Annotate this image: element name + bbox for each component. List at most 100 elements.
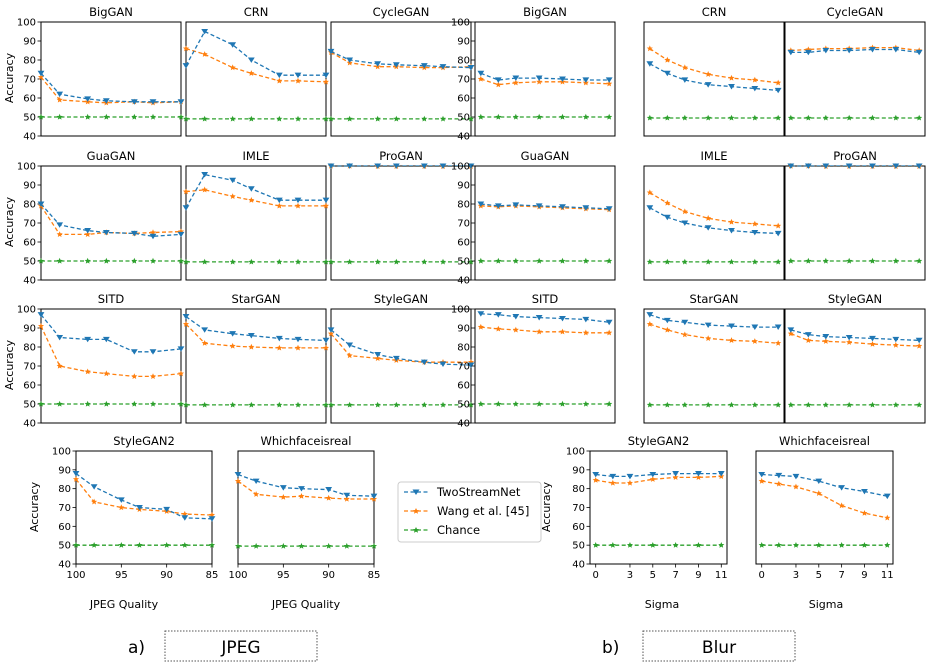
data-point-wang <box>91 498 98 505</box>
xtick-label: 7 <box>672 570 678 581</box>
data-point-chance <box>294 401 302 408</box>
data-point-chance <box>775 401 782 408</box>
data-point-chance <box>276 258 283 265</box>
data-point-chance <box>805 114 812 121</box>
legend-entry-wang: Wang et al. [45] <box>404 504 529 518</box>
subplot-title: CRN <box>244 5 269 19</box>
xtick-label: 100 <box>66 570 85 581</box>
subplot-blur-progan: ProGAN <box>784 149 926 281</box>
data-point-twostreamnet <box>294 72 302 79</box>
data-point-wang <box>869 340 876 347</box>
axes-frame <box>643 21 785 137</box>
data-point-chance <box>681 114 688 121</box>
data-point-chance <box>229 258 236 265</box>
data-point-chance <box>916 114 923 121</box>
subplot-jpeg-stylegan2: StyleGAN2 40 50 60 70 80 90 100 100 95 90 85 <box>52 434 218 581</box>
data-point-chance <box>751 258 758 265</box>
data-point-wang <box>728 218 735 225</box>
data-point-wang <box>234 477 242 484</box>
xtick-label: 95 <box>115 570 128 581</box>
data-point-wang <box>294 344 302 351</box>
data-point-chance <box>892 257 899 264</box>
data-point-wang <box>181 510 188 517</box>
data-point-chance <box>439 258 447 265</box>
data-point-twostreamnet <box>439 361 447 367</box>
series-line-twostreamnet <box>649 314 779 328</box>
data-point-twostreamnet <box>646 61 654 67</box>
data-point-chance <box>606 400 613 407</box>
data-point-chance <box>787 114 794 121</box>
data-point-twostreamnet <box>815 478 823 485</box>
axes-frame <box>330 21 472 137</box>
data-point-chance <box>582 113 589 120</box>
data-point-twostreamnet <box>37 70 45 77</box>
series-line-twostreamnet <box>237 473 375 497</box>
ytick-label: 60 <box>23 238 36 249</box>
data-point-wang <box>681 64 688 71</box>
data-point-chance <box>705 114 712 121</box>
data-point-twostreamnet <box>477 311 485 317</box>
ytick-label: 50 <box>23 400 36 411</box>
data-point-chance <box>495 400 502 407</box>
subplot-blur-sitd: SITD 40 50 60 70 80 90 100 <box>451 292 616 430</box>
series-line-wang <box>649 192 779 227</box>
data-point-chance <box>536 113 543 120</box>
ytick-label: 50 <box>457 257 470 268</box>
data-point-chance <box>149 257 157 264</box>
data-point-twostreamnet <box>822 47 830 54</box>
axes-frame <box>474 308 616 424</box>
data-point-chance <box>72 541 80 548</box>
axes-frame <box>185 308 327 424</box>
data-point-twostreamnet <box>201 172 209 178</box>
ytick-label: 90 <box>457 181 470 192</box>
data-point-wang <box>536 328 543 335</box>
data-point-wang <box>838 502 845 509</box>
data-point-twostreamnet <box>247 57 255 63</box>
data-point-chance <box>163 541 170 548</box>
data-point-chance <box>177 113 185 120</box>
legend-marker-wang <box>413 508 419 514</box>
data-point-wang <box>208 511 216 518</box>
data-point-twostreamnet <box>774 324 782 330</box>
data-point-chance <box>477 400 484 407</box>
data-point-twostreamnet <box>728 228 735 234</box>
data-point-chance <box>346 401 353 408</box>
subplot-title: StyleGAN <box>828 292 882 306</box>
data-point-wang <box>327 330 335 337</box>
data-point-twostreamnet <box>717 471 725 477</box>
subplot-title: CRN <box>702 5 727 19</box>
data-point-twostreamnet <box>915 49 923 56</box>
data-point-wang <box>495 325 502 332</box>
xtick-label: 5 <box>816 570 822 581</box>
data-point-twostreamnet <box>201 28 209 35</box>
data-point-twostreamnet <box>822 163 830 169</box>
data-point-chance <box>559 113 566 120</box>
data-point-twostreamnet <box>298 486 305 492</box>
data-point-chance <box>322 401 330 408</box>
data-point-chance <box>892 401 899 408</box>
data-point-twostreamnet <box>102 336 110 343</box>
ytick-label: 50 <box>23 257 36 268</box>
subplot-title: CycleGAN <box>373 5 430 19</box>
caption-jpeg-letter: a) <box>128 638 145 658</box>
ytick-label: 60 <box>23 381 36 392</box>
data-point-wang <box>37 322 45 329</box>
xtick-label: 11 <box>881 570 894 581</box>
data-point-chance <box>103 257 110 264</box>
data-point-wang <box>131 373 138 380</box>
data-point-chance <box>234 542 242 549</box>
data-point-twostreamnet <box>845 163 853 169</box>
ytick-label: 60 <box>58 522 71 533</box>
ytick-label: 40 <box>23 132 36 143</box>
subplot-jpeg-biggan: BigGAN 40 50 60 70 80 90 100 <box>17 5 185 143</box>
data-point-wang <box>346 352 353 359</box>
data-point-chance <box>181 541 188 548</box>
subplot-blur-stargan: StarGAN <box>643 292 785 424</box>
data-point-twostreamnet <box>494 312 502 318</box>
data-point-chance <box>467 115 475 122</box>
xtick-label: 95 <box>277 570 290 581</box>
data-point-twostreamnet <box>439 64 447 70</box>
data-point-twostreamnet <box>582 77 590 83</box>
data-point-chance <box>751 401 758 408</box>
data-point-twostreamnet <box>787 49 795 56</box>
